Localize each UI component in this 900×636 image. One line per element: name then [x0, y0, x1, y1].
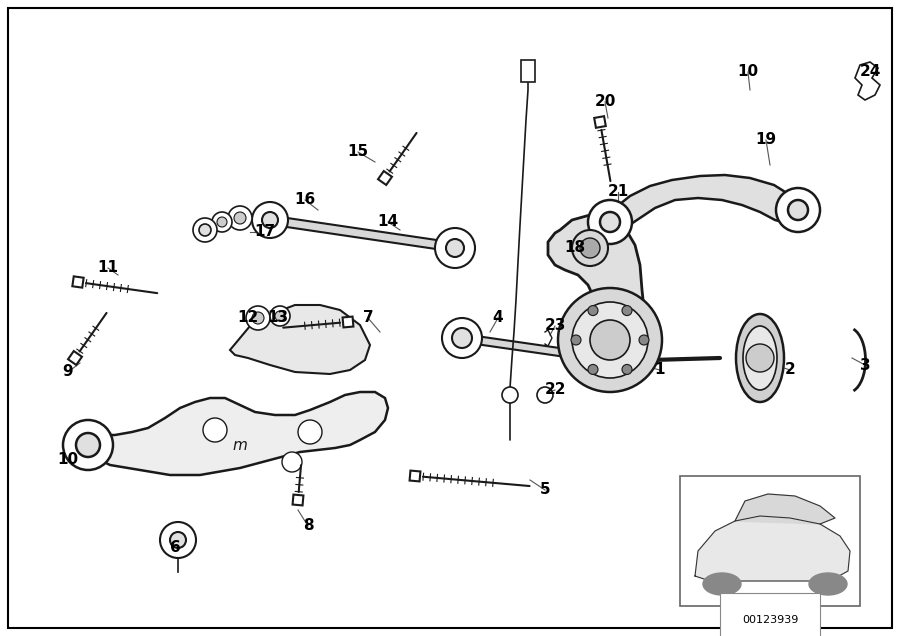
Bar: [521, 60, 535, 82]
Circle shape: [234, 212, 246, 224]
Text: 12: 12: [238, 310, 258, 326]
Circle shape: [588, 200, 632, 244]
Text: 10: 10: [737, 64, 759, 80]
Circle shape: [246, 306, 270, 330]
Circle shape: [435, 228, 475, 268]
Circle shape: [600, 212, 620, 232]
Bar: [378, 171, 392, 185]
Text: 00123939: 00123939: [742, 615, 798, 625]
Bar: [410, 471, 420, 481]
Circle shape: [160, 522, 196, 558]
Text: 3: 3: [860, 357, 870, 373]
Circle shape: [170, 532, 186, 548]
Polygon shape: [548, 215, 650, 382]
Ellipse shape: [743, 326, 777, 390]
Bar: [68, 351, 82, 365]
Circle shape: [452, 328, 472, 348]
Polygon shape: [695, 516, 850, 581]
Text: 1: 1: [655, 363, 665, 378]
Circle shape: [788, 200, 808, 220]
Circle shape: [639, 335, 649, 345]
Polygon shape: [230, 305, 370, 374]
Text: 9: 9: [63, 364, 73, 380]
Circle shape: [580, 238, 600, 258]
Circle shape: [776, 188, 820, 232]
Bar: [72, 277, 84, 287]
Polygon shape: [462, 334, 580, 359]
Circle shape: [746, 344, 774, 372]
Bar: [292, 495, 303, 506]
Text: 22: 22: [544, 382, 566, 398]
Circle shape: [76, 433, 100, 457]
Text: 11: 11: [97, 261, 119, 275]
Circle shape: [622, 364, 632, 375]
Ellipse shape: [736, 314, 784, 402]
Circle shape: [571, 335, 581, 345]
Text: 15: 15: [347, 144, 369, 160]
Text: 6: 6: [169, 541, 180, 555]
Circle shape: [270, 306, 290, 326]
Text: $\mathit{m}$: $\mathit{m}$: [232, 438, 248, 452]
Circle shape: [572, 230, 608, 266]
Bar: [680, 476, 860, 606]
Circle shape: [562, 337, 598, 373]
Circle shape: [193, 218, 217, 242]
Text: 23: 23: [544, 319, 566, 333]
Circle shape: [217, 217, 227, 227]
Circle shape: [572, 302, 648, 378]
Text: 20: 20: [594, 95, 616, 109]
Circle shape: [63, 420, 113, 470]
Circle shape: [199, 224, 211, 236]
Circle shape: [252, 312, 264, 324]
Text: 4: 4: [492, 310, 503, 326]
Text: 8: 8: [302, 518, 313, 534]
Bar: [343, 317, 354, 328]
Circle shape: [212, 212, 232, 232]
Text: 7: 7: [363, 310, 374, 326]
Polygon shape: [735, 494, 835, 524]
Polygon shape: [855, 62, 880, 100]
Circle shape: [446, 239, 464, 257]
Circle shape: [442, 318, 482, 358]
Text: 18: 18: [564, 240, 586, 256]
Circle shape: [275, 311, 285, 321]
Text: 21: 21: [608, 184, 628, 200]
Circle shape: [502, 387, 518, 403]
Circle shape: [622, 305, 632, 315]
Text: 17: 17: [255, 225, 275, 240]
Circle shape: [262, 212, 278, 228]
Polygon shape: [88, 392, 388, 475]
Polygon shape: [269, 216, 461, 252]
Text: 2: 2: [785, 363, 796, 378]
Circle shape: [590, 320, 630, 360]
Polygon shape: [606, 175, 800, 228]
Circle shape: [588, 305, 598, 315]
Circle shape: [282, 452, 302, 472]
Ellipse shape: [703, 573, 741, 595]
Text: 24: 24: [860, 64, 881, 80]
Text: 13: 13: [267, 310, 289, 326]
Text: 10: 10: [58, 452, 78, 467]
Text: 5: 5: [540, 483, 550, 497]
Circle shape: [228, 206, 252, 230]
Text: 16: 16: [294, 193, 316, 207]
Circle shape: [298, 420, 322, 444]
Circle shape: [588, 364, 598, 375]
Circle shape: [572, 347, 588, 363]
Circle shape: [203, 418, 227, 442]
Bar: [594, 116, 606, 128]
Circle shape: [558, 288, 662, 392]
Ellipse shape: [809, 573, 847, 595]
Text: 19: 19: [755, 132, 777, 148]
Circle shape: [252, 202, 288, 238]
Text: 14: 14: [377, 214, 399, 230]
